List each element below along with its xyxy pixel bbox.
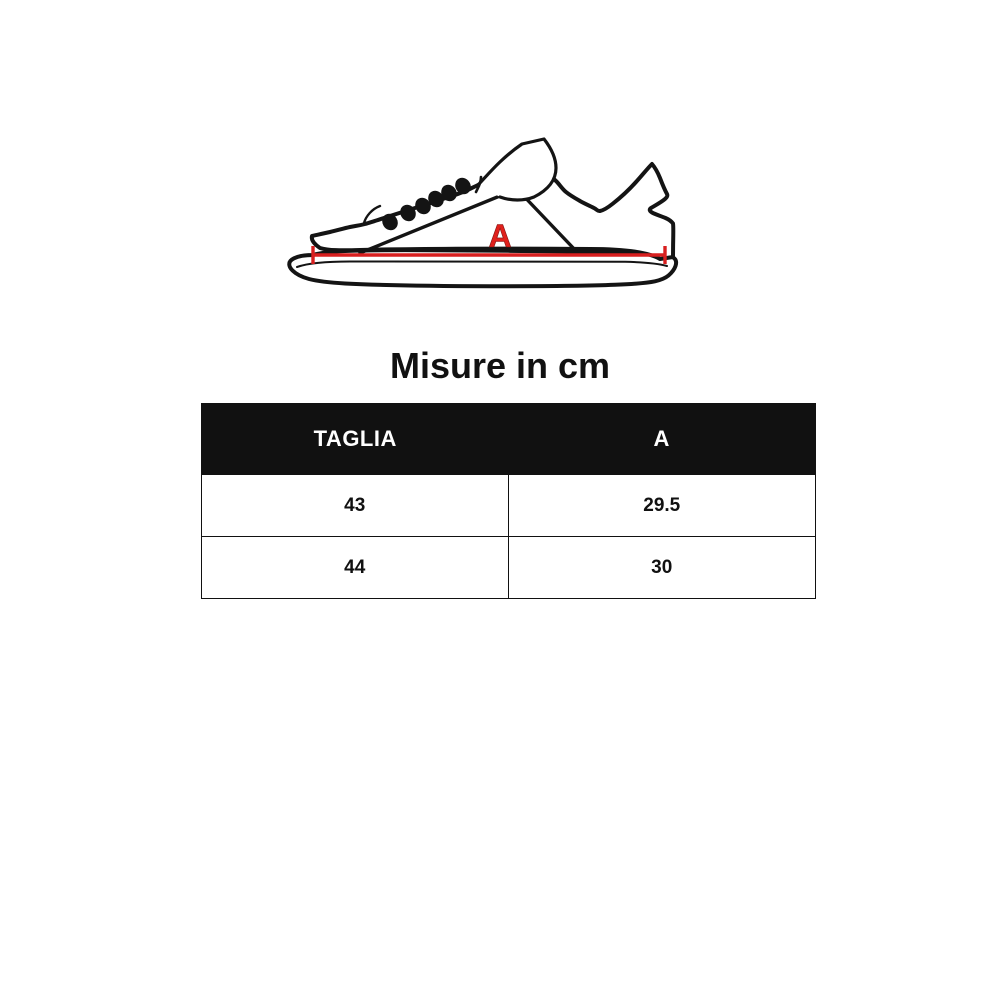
svg-text:A: A	[488, 218, 511, 254]
